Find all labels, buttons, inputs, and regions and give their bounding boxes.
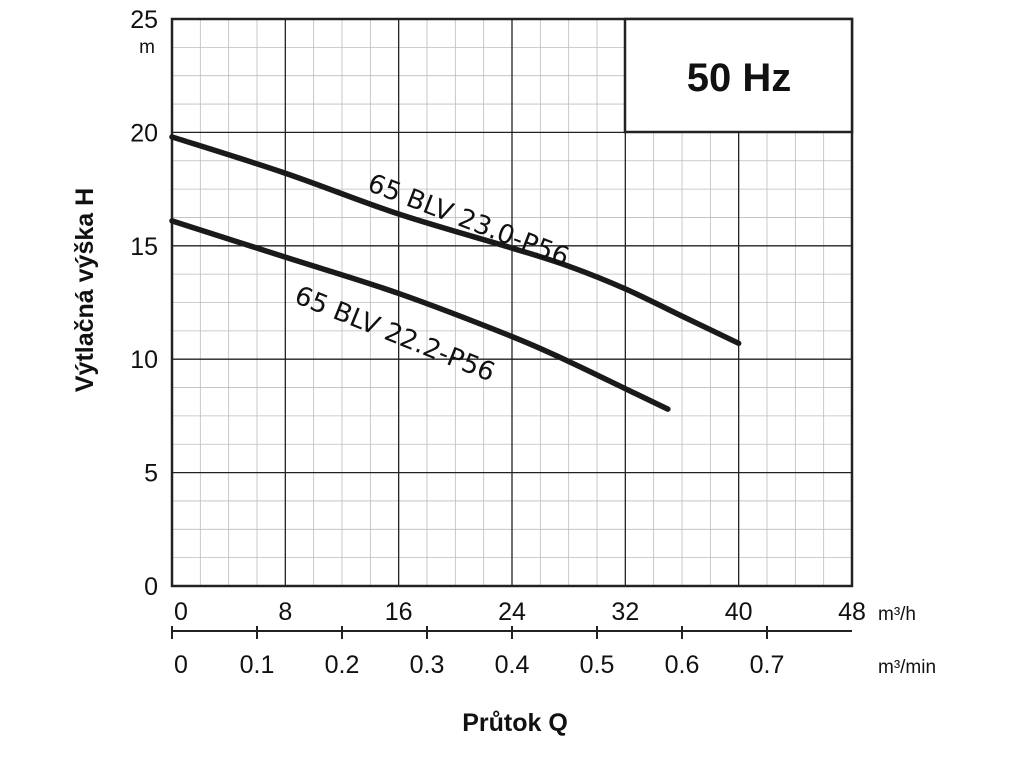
x-tick-label-m3min: 0.3 [410, 651, 445, 679]
x-tick-label-m3min: 0.2 [325, 651, 360, 679]
x-tick-label-m3h: 40 [725, 598, 753, 626]
major-grid [172, 19, 852, 586]
x-tick-label-m3h: 0 [174, 598, 188, 626]
x-tick-label-m3h: 48 [838, 598, 866, 626]
y-tick-label: 15 [130, 233, 158, 261]
secondary-x-axis [171, 626, 852, 639]
y-tick-label: 0 [144, 573, 158, 601]
y-tick-label: 20 [130, 119, 158, 147]
x-tick-label-m3min: 0.5 [580, 651, 615, 679]
y-tick-label: 10 [130, 346, 158, 374]
frequency-badge-box [623, 17, 854, 134]
x-unit-secondary-label: m³/min [878, 657, 936, 678]
x-tick-label-m3h: 24 [498, 598, 526, 626]
x-tick-label-m3h: 8 [278, 598, 292, 626]
x-tick-label-m3min: 0.6 [665, 651, 700, 679]
x-tick-label-m3min: 0.4 [495, 651, 530, 679]
x-tick-label-m3min: 0.7 [750, 651, 785, 679]
frequency-badge: 50 Hz [623, 17, 854, 134]
series-line [169, 218, 671, 412]
series-label: 65 BLV 23.0-P56 [363, 169, 573, 273]
x-tick-labels-m3h: 0 8 16 24 32 40 48 [174, 598, 866, 626]
y-tick-label: 5 [144, 460, 158, 488]
x-tick-label-m3min: 0 [174, 651, 188, 679]
x-tick-label-m3h: 16 [385, 598, 413, 626]
y-unit-label: m [139, 37, 155, 58]
series-line [169, 134, 742, 347]
y-axis-label: Výtlačná výška H [71, 188, 99, 392]
series-label: 65 BLV 22.2-P56 [290, 281, 499, 389]
x-tick-labels-m3min: 0 0.1 0.2 0.3 0.4 0.5 0.6 0.7 [174, 651, 784, 679]
plot-frame [170, 17, 854, 588]
x-unit-primary-label: m³/h [878, 604, 916, 625]
y-tick-labels: 0 5 10 15 20 25 [130, 6, 158, 601]
frequency-badge-text: 50 Hz [687, 56, 792, 100]
x-axis-label: Průtok Q [462, 709, 568, 737]
x-tick-label-m3min: 0.1 [240, 651, 275, 679]
x-tick-label-m3h: 32 [611, 598, 639, 626]
y-tick-label: 25 [130, 6, 158, 34]
